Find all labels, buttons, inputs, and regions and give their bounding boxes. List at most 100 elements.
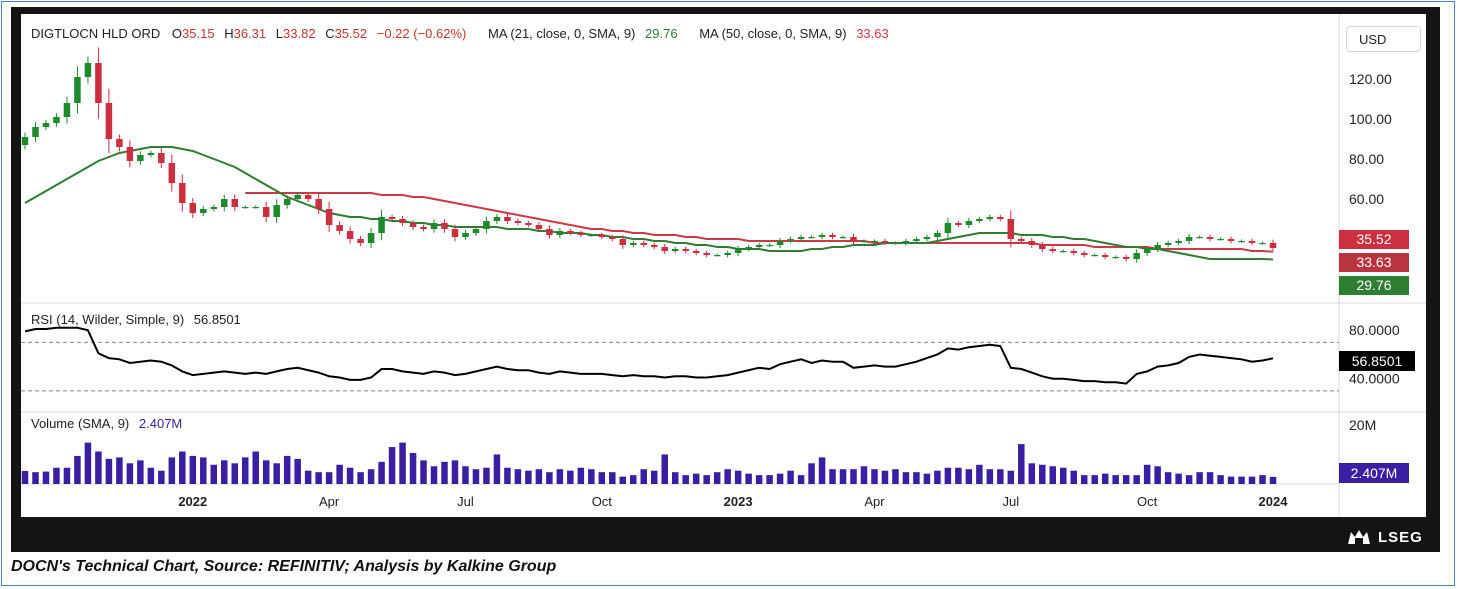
volume-bar: [640, 469, 648, 484]
candle-body: [409, 223, 417, 227]
volume-bar: [671, 472, 679, 484]
candle-body: [1143, 249, 1151, 253]
candle: [986, 214, 994, 222]
candle: [965, 218, 973, 228]
price-tick-label: 100.00: [1349, 111, 1392, 127]
volume-bar: [598, 472, 606, 484]
time-tick-label: Apr: [864, 494, 885, 509]
volume-bar: [577, 467, 585, 484]
rsi-line: [24, 326, 1274, 385]
volume-bar: [650, 470, 658, 484]
volume-bar: [609, 472, 616, 484]
volume-bar: [630, 475, 637, 484]
candle: [74, 66, 81, 114]
legend-high-label: H: [224, 26, 233, 41]
candle: [724, 250, 731, 258]
volume-bar: [399, 442, 406, 484]
candle: [808, 235, 815, 239]
candle: [1238, 239, 1245, 243]
volume-bar: [944, 467, 952, 484]
candle-body: [357, 239, 364, 243]
volume-bar: [283, 455, 291, 484]
legend-low-value: 33.82: [283, 26, 316, 41]
volume-bar: [472, 469, 480, 484]
lseg-logo: LSEG: [1346, 528, 1423, 546]
volume-bar: [588, 469, 595, 484]
ma50-line: [245, 192, 1274, 253]
candle: [147, 150, 155, 158]
candle-body: [451, 229, 459, 237]
candle-body: [399, 219, 406, 223]
candle: [462, 230, 469, 240]
volume-bar: [147, 467, 155, 484]
volume-bar: [504, 467, 511, 484]
volume-bar: [1112, 475, 1119, 484]
candle-body: [283, 199, 291, 205]
volume-bar: [74, 455, 81, 484]
volume-bar: [95, 451, 102, 484]
candle-body: [179, 183, 186, 203]
candle: [913, 236, 920, 244]
volume-bar: [1217, 475, 1224, 484]
volume-bar: [682, 475, 689, 484]
volume-bar: [881, 470, 889, 484]
volume-bar: [1259, 475, 1266, 484]
volume-bar: [221, 460, 228, 484]
candle: [179, 174, 186, 212]
candle: [850, 234, 857, 244]
volume-bar: [734, 470, 742, 484]
volume-bar: [1143, 464, 1151, 484]
candle: [493, 214, 501, 224]
volume-legend-value: 2.407M: [139, 416, 182, 431]
candle-body: [965, 221, 973, 225]
candle: [367, 227, 375, 249]
rsi-legend: RSI (14, Wilder, Simple, 9) 56.8501: [31, 312, 241, 327]
rsi-tick-label: 80.0000: [1349, 322, 1400, 338]
candle: [126, 140, 134, 168]
candle-body: [241, 207, 249, 209]
ma50-price-badge: 33.63: [1339, 253, 1409, 272]
currency-button[interactable]: USD: [1346, 26, 1421, 52]
candle: [1080, 250, 1088, 258]
candle-body: [430, 223, 438, 229]
volume-bar: [1154, 466, 1161, 484]
candle: [598, 232, 606, 240]
volume-bar: [137, 460, 144, 484]
legend-row: DIGTLOCN HLD ORD O35.15 H36.31 L33.82 C3…: [31, 26, 889, 41]
candle-body: [609, 237, 616, 239]
volume-bar: [126, 463, 134, 484]
candle: [787, 236, 794, 244]
legend-change: −0.22 (−0.62%): [377, 26, 467, 41]
legend-low-label: L: [276, 26, 283, 41]
volume-bar: [252, 451, 259, 484]
volume-bar: [787, 470, 794, 484]
volume-bar: [1227, 476, 1235, 484]
candle: [1091, 253, 1098, 257]
candle: [682, 246, 689, 254]
candle-body: [892, 243, 899, 245]
candle-body: [1060, 251, 1067, 253]
candle: [881, 238, 889, 246]
rsi-tick-label: 40.0000: [1349, 371, 1400, 387]
volume-bar: [168, 457, 176, 484]
legend-ma21-label: MA (21, close, 0, SMA, 9): [488, 26, 635, 41]
candle: [1039, 242, 1046, 252]
rsi-group: [21, 326, 1339, 392]
candle: [1269, 239, 1277, 252]
volume-bar: [776, 473, 784, 484]
volume-bar: [1070, 470, 1077, 484]
time-tick-label: Oct: [1137, 494, 1158, 509]
candle-body: [913, 239, 920, 241]
candle-body: [818, 235, 826, 237]
volume-bar: [84, 442, 92, 484]
candle-body: [346, 231, 354, 239]
volume-bar: [913, 472, 920, 484]
candle-body: [231, 199, 238, 207]
volume-bar: [661, 454, 668, 484]
ma50-line-group: [245, 192, 1274, 253]
volume-bar: [955, 467, 962, 484]
volume-bar: [1185, 475, 1193, 484]
candle: [588, 233, 595, 237]
candle-body: [304, 195, 312, 199]
candle: [294, 192, 301, 202]
